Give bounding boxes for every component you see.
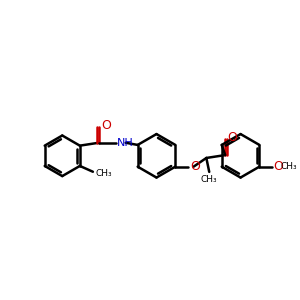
Text: CH₃: CH₃ <box>95 169 112 178</box>
Text: CH₃: CH₃ <box>280 162 297 171</box>
Text: NH: NH <box>117 138 134 148</box>
Text: O: O <box>101 119 111 132</box>
Text: CH₃: CH₃ <box>201 175 217 184</box>
Text: O: O <box>274 160 284 173</box>
Text: O: O <box>227 131 237 144</box>
Text: O: O <box>190 160 200 173</box>
